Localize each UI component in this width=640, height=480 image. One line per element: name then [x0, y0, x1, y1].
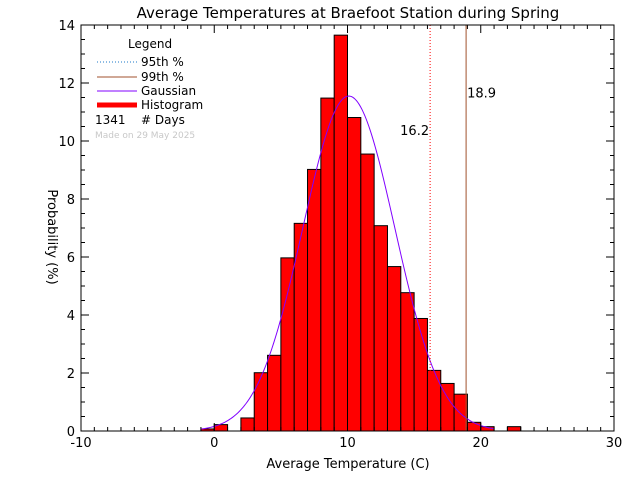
legend-days-value: 1341	[95, 113, 126, 127]
histogram-bar	[426, 369, 442, 432]
histogram-bar	[400, 292, 415, 432]
y-axis-title-text: Probability (%)	[44, 189, 59, 284]
histogram-bar	[347, 117, 362, 432]
histogram-bar	[386, 266, 402, 432]
legend-p99-label: 99th %	[141, 70, 184, 84]
legend: Legend 95th % 99th % Gaussian Histogram …	[95, 37, 203, 141]
histogram-bar	[506, 426, 522, 432]
y-axis-title: Probability (%)	[44, 189, 59, 284]
y-tick-label: 0	[67, 425, 75, 440]
legend-p95-label: 95th %	[141, 55, 184, 69]
histogram-bar	[333, 34, 348, 432]
x-tick-label: 0	[210, 436, 218, 451]
y-tick-label: 6	[67, 251, 75, 266]
legend-gaussian-label: Gaussian	[141, 84, 196, 98]
histogram-bar	[307, 168, 322, 432]
histogram-bar	[267, 354, 282, 432]
histogram-bar	[360, 153, 375, 432]
histogram-bar	[453, 393, 468, 432]
histogram-bar	[280, 257, 295, 432]
p99-label: 18.9	[467, 87, 496, 102]
x-tick-label: -10	[70, 436, 91, 451]
chart-title: Average Temperatures at Braefoot Station…	[137, 4, 560, 22]
x-tick-label: 30	[606, 436, 623, 451]
x-axis-title: Average Temperature (C)	[266, 457, 429, 472]
credit-text: Made on 29 May 2025	[95, 131, 195, 141]
histogram-bar	[440, 382, 455, 432]
histogram-bar	[293, 222, 309, 432]
p95-label: 16.2	[400, 124, 429, 139]
y-tick-label: 14	[58, 19, 75, 34]
y-tick-label: 2	[67, 367, 75, 382]
legend-title: Legend	[128, 37, 172, 51]
plot-frame	[80, 24, 615, 432]
y-tick-label: 8	[67, 193, 75, 208]
histogram-bar	[413, 317, 428, 432]
gaussian-curve	[200, 95, 495, 430]
histogram-bar	[373, 225, 388, 432]
x-tick-label: 20	[472, 436, 489, 451]
histogram-bar	[240, 417, 255, 432]
histogram-bar	[466, 421, 482, 432]
legend-days-label: # Days	[141, 113, 185, 127]
histogram-bar	[253, 372, 269, 432]
y-tick-label: 10	[58, 135, 75, 150]
histogram-bars	[200, 34, 522, 432]
y-tick-label: 12	[58, 77, 75, 92]
x-tick-label: 10	[339, 436, 356, 451]
legend-histogram-label: Histogram	[141, 98, 203, 112]
histogram-bar	[320, 97, 335, 432]
y-tick-label: 4	[67, 309, 75, 324]
